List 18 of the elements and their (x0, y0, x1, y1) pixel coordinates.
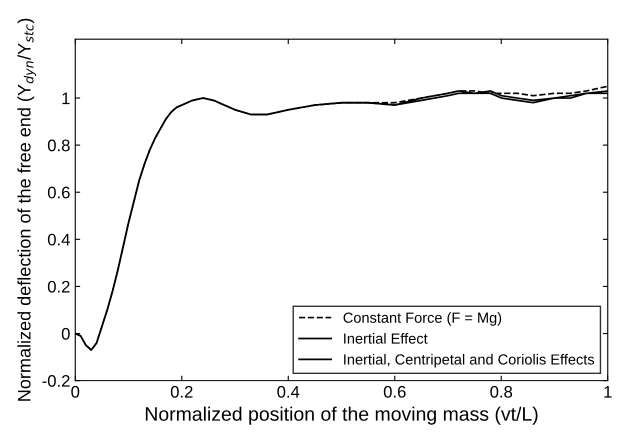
legend-label: Constant Force (F = Mg) (344, 312, 502, 326)
y-tick-label: 0 (62, 328, 70, 340)
x-tick-label: 0.8 (490, 386, 512, 398)
x-tick-label: 0.2 (170, 386, 193, 398)
x-tick-label: 0.4 (277, 386, 300, 398)
y-tick-label: 0.4 (48, 234, 70, 246)
legend-label: Inertial, Centripetal and Coriolis Effects (344, 354, 594, 368)
x-axis-title: Normalized position of the moving mass (vt/L) (146, 406, 538, 425)
x-tick-label: 0 (71, 386, 80, 398)
y-tick-label: -0.2 (42, 375, 70, 387)
x-tick-label: 0.6 (384, 386, 406, 398)
y-tick-label: 0.6 (48, 186, 70, 198)
legend-label: Inertial Effect (344, 333, 428, 344)
y-axis-title: Normalized deflection of the free end (Y$_{dyn}$/Y$_{stc}$) (17, 18, 36, 401)
y-tick-label: 1 (62, 92, 70, 104)
y-tick-label: 0.2 (48, 280, 70, 293)
y-tick-label: 0.8 (48, 140, 70, 152)
x-tick-label: 1 (604, 386, 612, 398)
